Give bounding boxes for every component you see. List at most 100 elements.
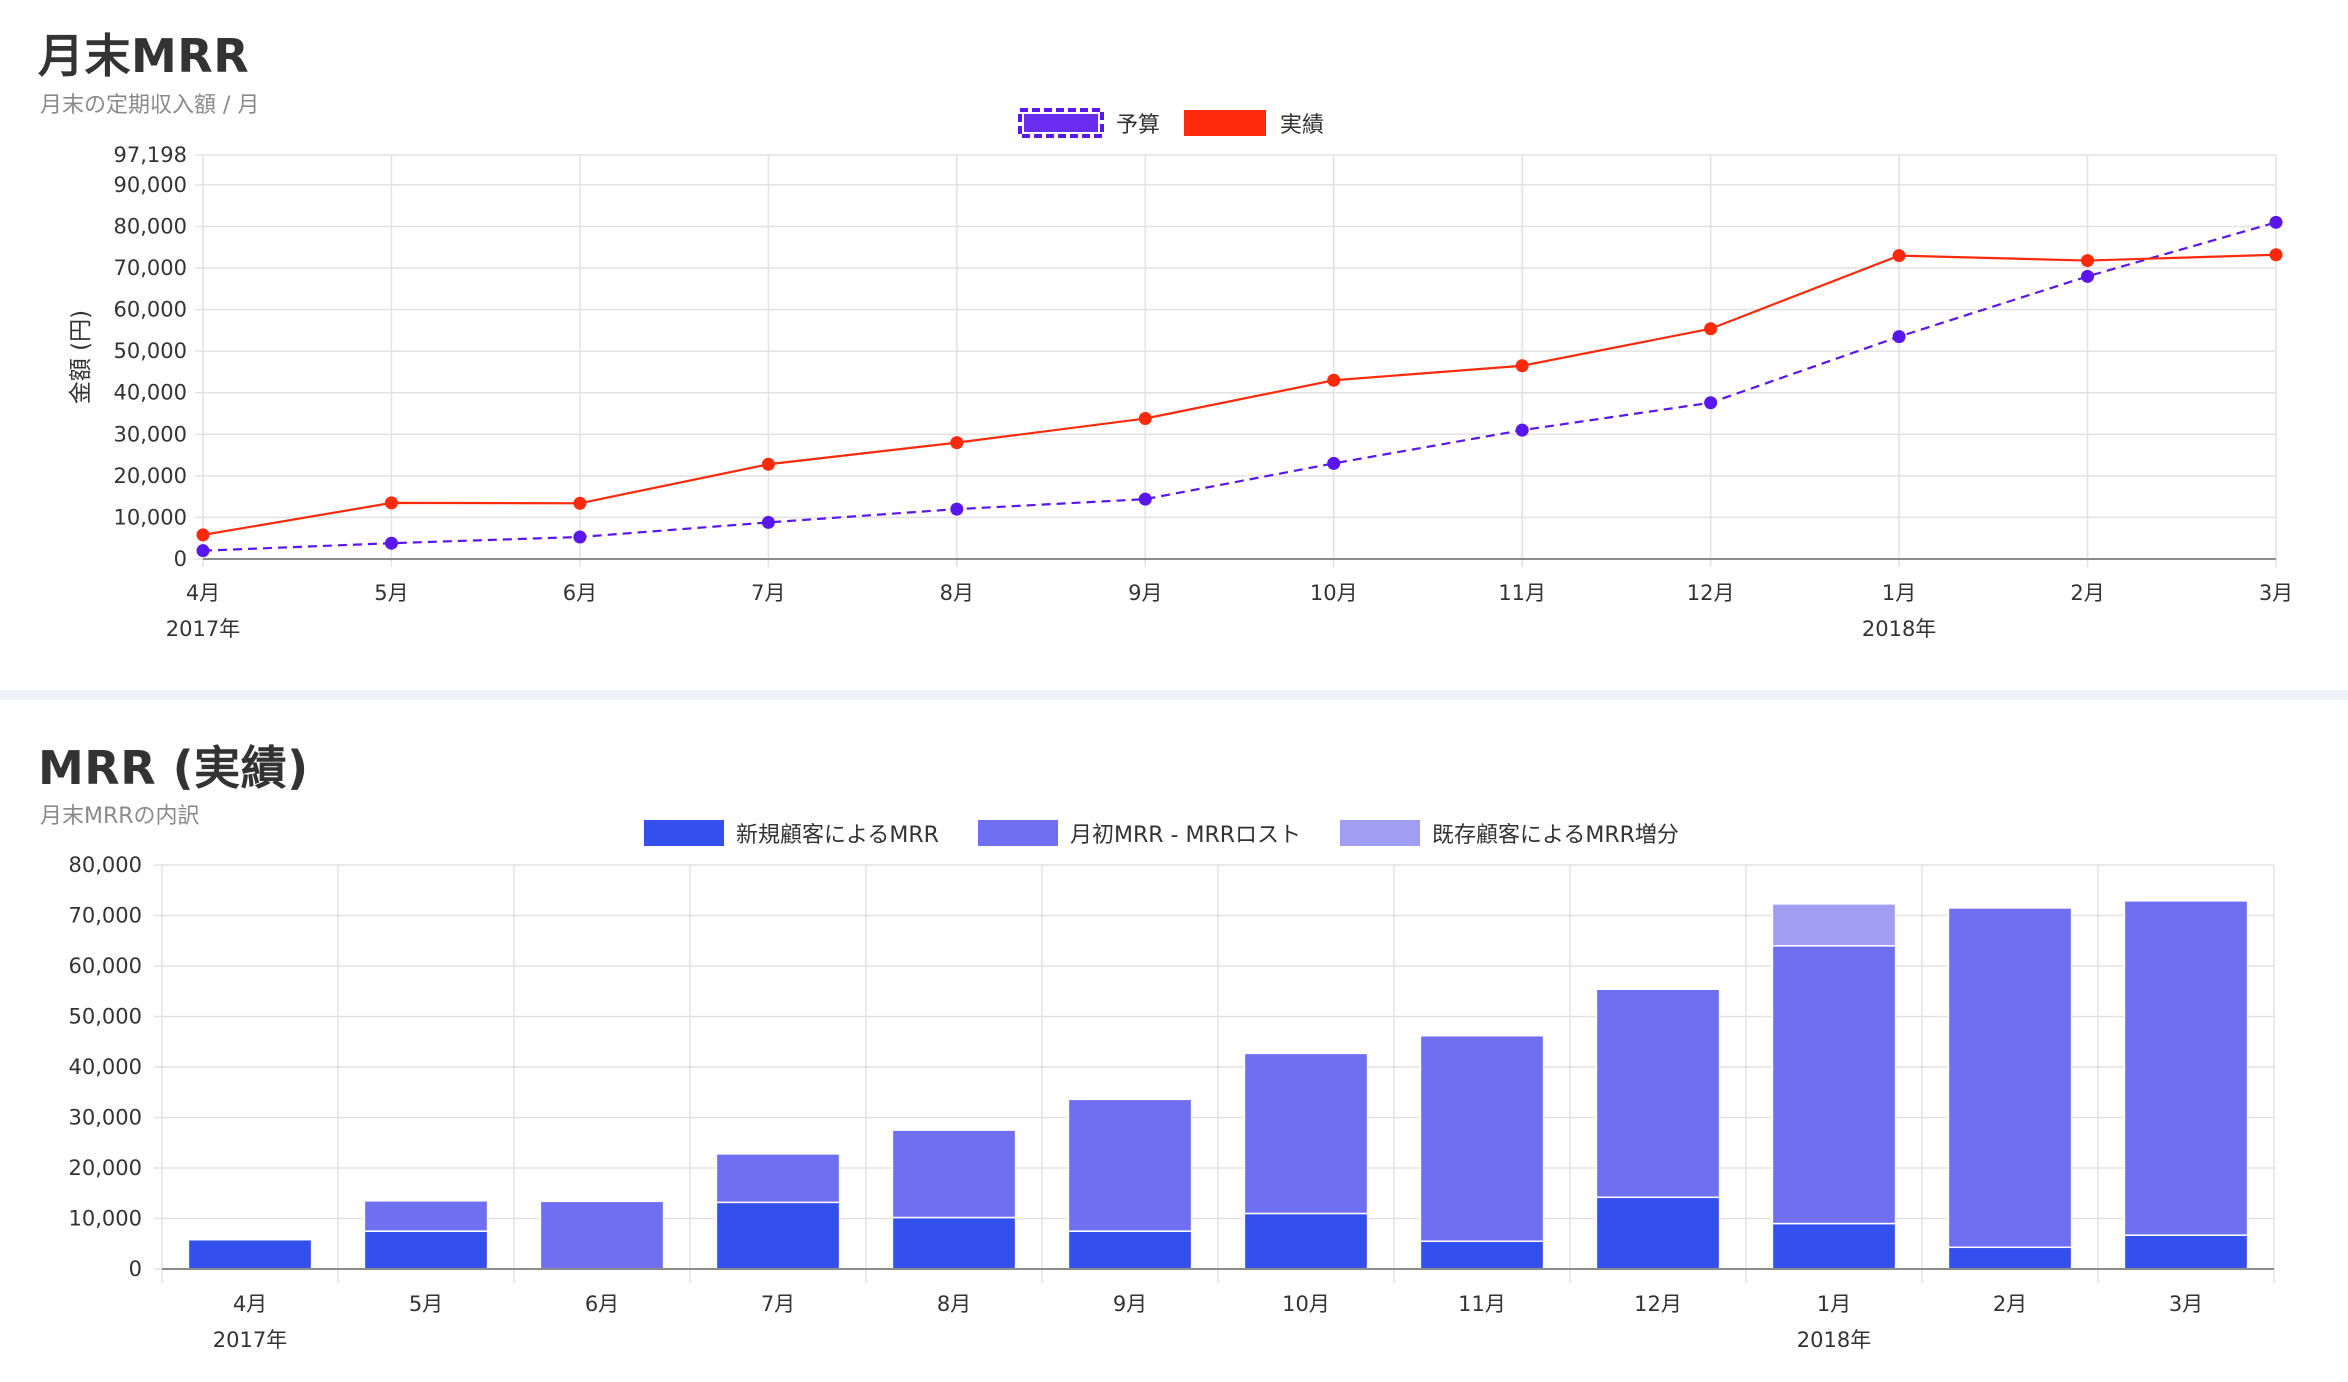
bar-segment bbox=[891, 1129, 1017, 1219]
x-tick-label: 9月 bbox=[1128, 581, 1162, 605]
y-tick-label: 20,000 bbox=[114, 464, 187, 488]
legend: 予算 実績 bbox=[1018, 108, 1324, 138]
y-tick-label: 60,000 bbox=[114, 298, 187, 322]
y-tick-label: 30,000 bbox=[69, 1106, 142, 1130]
y-tick-label: 0 bbox=[174, 547, 187, 571]
y-tick-labels: 0 10,000 20,000 30,000 40,000 50,000 60,000 70,… bbox=[114, 143, 187, 571]
x-tick-label: 10月 bbox=[1282, 1292, 1330, 1316]
x-year-label: 2017年 bbox=[213, 1328, 287, 1352]
mrr-end-section: 月末MRR 月末の定期収入額 / 月 予算 実績 0 10,000 20,000 30,0… bbox=[0, 0, 2348, 690]
y-tick-label: 10,000 bbox=[69, 1207, 142, 1231]
chart-subtitle: 月末MRRの内訳 bbox=[40, 804, 200, 829]
actual-point bbox=[384, 496, 398, 510]
gridlines bbox=[154, 864, 2275, 1283]
x-tick-label: 5月 bbox=[374, 581, 408, 605]
legend-swatch bbox=[978, 820, 1058, 846]
legend-swatch bbox=[1184, 110, 1266, 136]
y-tick-label: 30,000 bbox=[114, 422, 187, 446]
mrr-bar-chart: 新規顧客によるMRR 月初MRR - MRRロスト 既存顧客によるMRR増分 0 10,… bbox=[69, 820, 2275, 1352]
bar-segment bbox=[1067, 1230, 1193, 1270]
x-year-label: 2018年 bbox=[1862, 617, 1936, 641]
x-tick-label: 6月 bbox=[585, 1292, 619, 1316]
legend-label: 予算 bbox=[1116, 113, 1160, 138]
actual-point bbox=[950, 436, 964, 450]
budget-point bbox=[384, 536, 398, 550]
actual-point bbox=[573, 496, 587, 510]
bar-segment bbox=[1771, 1222, 1897, 1270]
legend-label: 月初MRR - MRRロスト bbox=[1070, 823, 1301, 848]
x-tick-labels: 4月 5月 6月 7月 8月 9月 10月 11月 12月 1月 2月 3月 2017年 2018年 bbox=[166, 581, 2293, 641]
x-tick-label: 4月 bbox=[233, 1292, 267, 1316]
y-tick-labels: 0 10,000 20,000 30,000 40,000 50,000 60,000 70,… bbox=[69, 853, 142, 1281]
actual-point bbox=[1138, 412, 1152, 426]
bar-segment bbox=[1595, 988, 1721, 1199]
bar-segment bbox=[1595, 1196, 1721, 1270]
legend: 新規顧客によるMRR 月初MRR - MRRロスト 既存顧客によるMRR増分 bbox=[644, 820, 1679, 848]
chart-title: 月末MRR bbox=[38, 29, 250, 83]
legend-item: 新規顧客によるMRR bbox=[644, 820, 939, 848]
y-tick-label: 40,000 bbox=[114, 381, 187, 405]
bar-segment bbox=[363, 1230, 489, 1270]
x-tick-label: 11月 bbox=[1498, 581, 1546, 605]
budget-point bbox=[2269, 215, 2283, 229]
bar-segment bbox=[363, 1200, 489, 1232]
bar-segment bbox=[1947, 907, 2073, 1249]
legend-item: 既存顧客によるMRR増分 bbox=[1340, 820, 1679, 848]
actual-point bbox=[1892, 249, 1906, 263]
actual-point bbox=[2269, 248, 2283, 262]
budget-point bbox=[573, 530, 587, 544]
mrr-line-chart: 予算 実績 0 10,000 20,000 30,000 40,000 50,000 60,00… bbox=[68, 108, 2293, 641]
budget-point bbox=[1704, 396, 1718, 410]
legend-label: 実績 bbox=[1280, 113, 1324, 138]
budget-point bbox=[1327, 456, 1341, 470]
legend-item: 予算 bbox=[1018, 108, 1160, 138]
legend-label: 既存顧客によるMRR増分 bbox=[1432, 823, 1679, 848]
x-tick-label: 12月 bbox=[1634, 1292, 1682, 1316]
y-tick-label: 90,000 bbox=[114, 173, 187, 197]
x-tick-label: 11月 bbox=[1458, 1292, 1506, 1316]
x-year-label: 2017年 bbox=[166, 617, 240, 641]
x-year-label: 2018年 bbox=[1797, 1328, 1871, 1352]
chart-title: MRR (実績) bbox=[38, 741, 309, 795]
x-tick-label: 1月 bbox=[1817, 1292, 1851, 1316]
budget-point bbox=[1892, 330, 1906, 344]
mrr-breakdown-section: MRR (実績) 月末MRRの内訳 新規顧客によるMRR 月初MRR - MRRロ… bbox=[0, 700, 2348, 1382]
section-divider bbox=[0, 690, 2348, 700]
y-tick-label: 80,000 bbox=[69, 853, 142, 877]
actual-point bbox=[761, 457, 775, 471]
budget-point bbox=[1515, 423, 1529, 437]
bar-segment bbox=[187, 1238, 313, 1270]
actual-point bbox=[1704, 322, 1718, 336]
bar-segment bbox=[1947, 1246, 2073, 1270]
y-axis-label: 金額 (円) bbox=[68, 310, 94, 404]
x-tick-label: 8月 bbox=[937, 1292, 971, 1316]
bar-segment bbox=[1419, 1240, 1545, 1270]
legend-swatch bbox=[1340, 820, 1420, 846]
legend-item: 実績 bbox=[1184, 110, 1324, 138]
actual-point bbox=[2081, 254, 2095, 268]
bar-segment bbox=[2123, 900, 2249, 1236]
y-tick-label: 10,000 bbox=[114, 505, 187, 529]
budget-point bbox=[950, 502, 964, 516]
legend-label: 新規顧客によるMRR bbox=[736, 823, 939, 848]
bar-segment bbox=[1419, 1034, 1545, 1242]
y-tick-label: 80,000 bbox=[114, 214, 187, 238]
x-tick-label: 8月 bbox=[940, 581, 974, 605]
actual-point bbox=[1515, 359, 1529, 373]
x-tick-label: 6月 bbox=[563, 581, 597, 605]
x-tick-label: 7月 bbox=[751, 581, 785, 605]
budget-line bbox=[202, 221, 2277, 552]
y-tick-label: 60,000 bbox=[69, 954, 142, 978]
y-tick-label: 50,000 bbox=[114, 339, 187, 363]
y-tick-label: 40,000 bbox=[69, 1055, 142, 1079]
x-tick-label: 5月 bbox=[409, 1292, 443, 1316]
bar-segment bbox=[1243, 1212, 1369, 1270]
bar-segment bbox=[2123, 1234, 2249, 1270]
y-tick-label: 20,000 bbox=[69, 1156, 142, 1180]
x-tick-label: 12月 bbox=[1687, 581, 1735, 605]
actual-line bbox=[202, 253, 2277, 536]
actual-point bbox=[196, 528, 210, 542]
y-tick-label: 70,000 bbox=[114, 256, 187, 280]
x-tick-labels: 4月 5月 6月 7月 8月 9月 10月 11月 12月 1月 2月 3月 2017年 2018年 bbox=[213, 1292, 2203, 1352]
x-tick-label: 3月 bbox=[2169, 1292, 2203, 1316]
